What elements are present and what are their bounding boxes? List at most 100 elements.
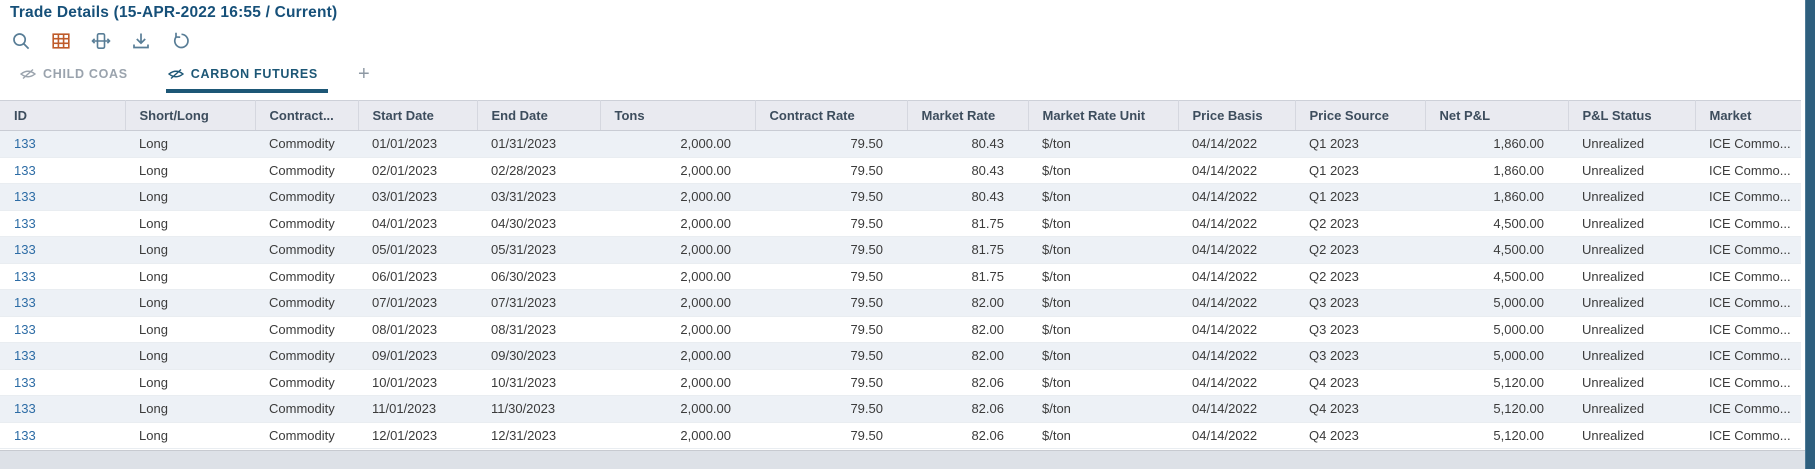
- visibility-off-icon: [20, 68, 36, 80]
- cell-market_rate_unit: $/ton: [1028, 263, 1178, 290]
- cell-end_date: 03/31/2023: [477, 183, 600, 211]
- cell-short_long: Long: [125, 316, 255, 343]
- cell-tons: 2,000.00: [600, 342, 755, 370]
- column-header-end_date[interactable]: End Date: [477, 100, 601, 131]
- column-header-market_rate[interactable]: Market Rate: [907, 100, 1029, 131]
- table-footer-strip: [0, 450, 1806, 469]
- table-row[interactable]: 133 Long Commodity 11/01/2023 11/30/2023 2,00…: [0, 395, 1801, 423]
- cell-market_rate: 81.75: [907, 263, 1028, 290]
- cell-id[interactable]: 133: [0, 130, 125, 158]
- cell-pl_status: Unrealized: [1568, 369, 1695, 396]
- cell-price_source: Q2 2023: [1295, 236, 1425, 264]
- table-row[interactable]: 133 Long Commodity 12/01/2023 12/31/2023 2,00…: [0, 422, 1801, 449]
- cell-end_date: 11/30/2023: [477, 395, 600, 423]
- table-row[interactable]: 133 Long Commodity 06/01/2023 06/30/2023 2,00…: [0, 263, 1801, 290]
- search-icon[interactable]: [10, 31, 31, 52]
- cell-market: ICE Commo...: [1695, 210, 1801, 237]
- undo-icon[interactable]: [170, 31, 191, 52]
- tab-child-coas[interactable]: CHILD COAS: [18, 61, 138, 93]
- cell-contract_rate: 79.50: [755, 130, 907, 158]
- cell-price_basis: 04/14/2022: [1178, 316, 1295, 343]
- cell-start_date: 08/01/2023: [358, 316, 477, 343]
- column-header-market[interactable]: Market: [1695, 100, 1801, 131]
- cell-id[interactable]: 133: [0, 369, 125, 396]
- table-row[interactable]: 133 Long Commodity 08/01/2023 08/31/2023 2,00…: [0, 316, 1801, 343]
- table-row[interactable]: 133 Long Commodity 02/01/2023 02/28/2023 2,00…: [0, 157, 1801, 184]
- cell-price_basis: 04/14/2022: [1178, 342, 1295, 370]
- table-body: 133 Long Commodity 01/01/2023 01/31/2023 2,00…: [0, 130, 1801, 449]
- cell-id[interactable]: 133: [0, 289, 125, 317]
- cell-id[interactable]: 133: [0, 236, 125, 264]
- cell-id[interactable]: 133: [0, 157, 125, 184]
- column-header-id[interactable]: ID: [0, 100, 126, 131]
- cell-contract: Commodity: [255, 157, 358, 184]
- cell-market_rate: 82.00: [907, 342, 1028, 370]
- download-icon[interactable]: [130, 31, 151, 52]
- column-header-contract[interactable]: Contract...: [255, 100, 359, 131]
- column-header-price_source[interactable]: Price Source: [1295, 100, 1426, 131]
- cell-contract: Commodity: [255, 422, 358, 449]
- cell-id[interactable]: 133: [0, 342, 125, 370]
- fit-column-icon[interactable]: [90, 31, 111, 52]
- cell-net_pl: 5,120.00: [1425, 395, 1568, 423]
- table-row[interactable]: 133 Long Commodity 03/01/2023 03/31/2023 2,00…: [0, 183, 1801, 211]
- cell-contract_rate: 79.50: [755, 422, 907, 449]
- cell-contract_rate: 79.50: [755, 316, 907, 343]
- table-row[interactable]: 133 Long Commodity 04/01/2023 04/30/2023 2,00…: [0, 210, 1801, 237]
- cell-price_source: Q1 2023: [1295, 130, 1425, 158]
- table-row[interactable]: 133 Long Commodity 09/01/2023 09/30/2023 2,00…: [0, 342, 1801, 370]
- cell-price_source: Q4 2023: [1295, 422, 1425, 449]
- cell-tons: 2,000.00: [600, 263, 755, 290]
- cell-market_rate_unit: $/ton: [1028, 342, 1178, 370]
- cell-id[interactable]: 133: [0, 395, 125, 423]
- toolbar: [10, 29, 191, 53]
- cell-contract: Commodity: [255, 369, 358, 396]
- column-header-tons[interactable]: Tons: [600, 100, 756, 131]
- cell-net_pl: 5,000.00: [1425, 342, 1568, 370]
- cell-price_source: Q3 2023: [1295, 342, 1425, 370]
- cell-id[interactable]: 133: [0, 422, 125, 449]
- cell-start_date: 05/01/2023: [358, 236, 477, 264]
- table-icon[interactable]: [50, 31, 71, 52]
- cell-contract: Commodity: [255, 342, 358, 370]
- cell-net_pl: 4,500.00: [1425, 263, 1568, 290]
- cell-start_date: 12/01/2023: [358, 422, 477, 449]
- right-panel-edge[interactable]: [1805, 0, 1815, 469]
- cell-id[interactable]: 133: [0, 183, 125, 211]
- table-row[interactable]: 133 Long Commodity 10/01/2023 10/31/2023 2,00…: [0, 369, 1801, 396]
- column-header-contract_rate[interactable]: Contract Rate: [755, 100, 908, 131]
- page-title: Trade Details (15-APR-2022 16:55 / Curre…: [10, 4, 338, 21]
- column-header-short_long[interactable]: Short/Long: [125, 100, 256, 131]
- table-row[interactable]: 133 Long Commodity 07/01/2023 07/31/2023 2,00…: [0, 289, 1801, 317]
- column-header-net_pl[interactable]: Net P&L: [1425, 100, 1569, 131]
- column-header-market_rate_unit[interactable]: Market Rate Unit: [1028, 100, 1179, 131]
- cell-contract: Commodity: [255, 236, 358, 264]
- column-header-start_date[interactable]: Start Date: [358, 100, 478, 131]
- cell-market: ICE Commo...: [1695, 316, 1801, 343]
- cell-tons: 2,000.00: [600, 289, 755, 317]
- cell-market: ICE Commo...: [1695, 342, 1801, 370]
- column-header-price_basis[interactable]: Price Basis: [1178, 100, 1296, 131]
- cell-contract: Commodity: [255, 316, 358, 343]
- tab-carbon-futures[interactable]: CARBON FUTURES: [165, 61, 328, 93]
- cell-pl_status: Unrealized: [1568, 316, 1695, 343]
- cell-start_date: 07/01/2023: [358, 289, 477, 317]
- cell-net_pl: 5,000.00: [1425, 316, 1568, 343]
- cell-short_long: Long: [125, 183, 255, 211]
- cell-net_pl: 5,120.00: [1425, 422, 1568, 449]
- cell-market: ICE Commo...: [1695, 130, 1801, 158]
- cell-contract_rate: 79.50: [755, 183, 907, 211]
- cell-price_basis: 04/14/2022: [1178, 183, 1295, 211]
- table-row[interactable]: 133 Long Commodity 05/01/2023 05/31/2023 2,00…: [0, 236, 1801, 264]
- table-row[interactable]: 133 Long Commodity 01/01/2023 01/31/2023 2,00…: [0, 130, 1801, 158]
- cell-id[interactable]: 133: [0, 210, 125, 237]
- cell-price_source: Q3 2023: [1295, 316, 1425, 343]
- cell-id[interactable]: 133: [0, 316, 125, 343]
- cell-end_date: 02/28/2023: [477, 157, 600, 184]
- cell-id[interactable]: 133: [0, 263, 125, 290]
- cell-contract: Commodity: [255, 263, 358, 290]
- cell-market_rate: 82.06: [907, 369, 1028, 396]
- column-header-pl_status[interactable]: P&L Status: [1568, 100, 1696, 131]
- cell-end_date: 04/30/2023: [477, 210, 600, 237]
- add-tab-button[interactable]: +: [357, 63, 370, 85]
